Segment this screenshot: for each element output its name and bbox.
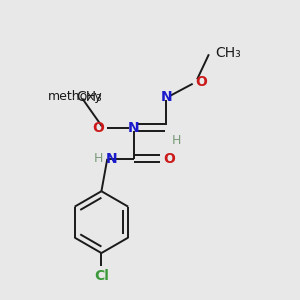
Text: CH₃: CH₃ bbox=[215, 46, 241, 60]
Text: O: O bbox=[92, 121, 104, 135]
Text: H: H bbox=[172, 134, 182, 147]
Text: N: N bbox=[128, 121, 140, 135]
Text: N: N bbox=[160, 90, 172, 104]
Text: methoxy: methoxy bbox=[72, 96, 78, 98]
Text: O: O bbox=[196, 75, 208, 89]
Text: methoxy: methoxy bbox=[48, 91, 102, 103]
Text: O: O bbox=[163, 152, 175, 166]
Text: CH₃: CH₃ bbox=[76, 90, 102, 104]
Text: H: H bbox=[94, 152, 103, 165]
Text: methoxy: methoxy bbox=[212, 52, 218, 53]
Text: N: N bbox=[106, 152, 118, 166]
Text: Cl: Cl bbox=[94, 269, 109, 283]
